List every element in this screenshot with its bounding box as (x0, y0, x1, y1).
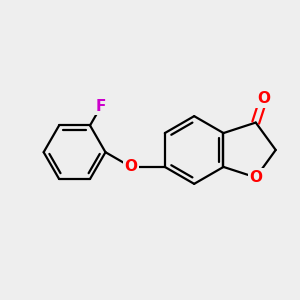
Text: O: O (124, 159, 137, 174)
Text: F: F (96, 99, 106, 114)
Text: O: O (257, 91, 270, 106)
Text: O: O (249, 170, 262, 185)
